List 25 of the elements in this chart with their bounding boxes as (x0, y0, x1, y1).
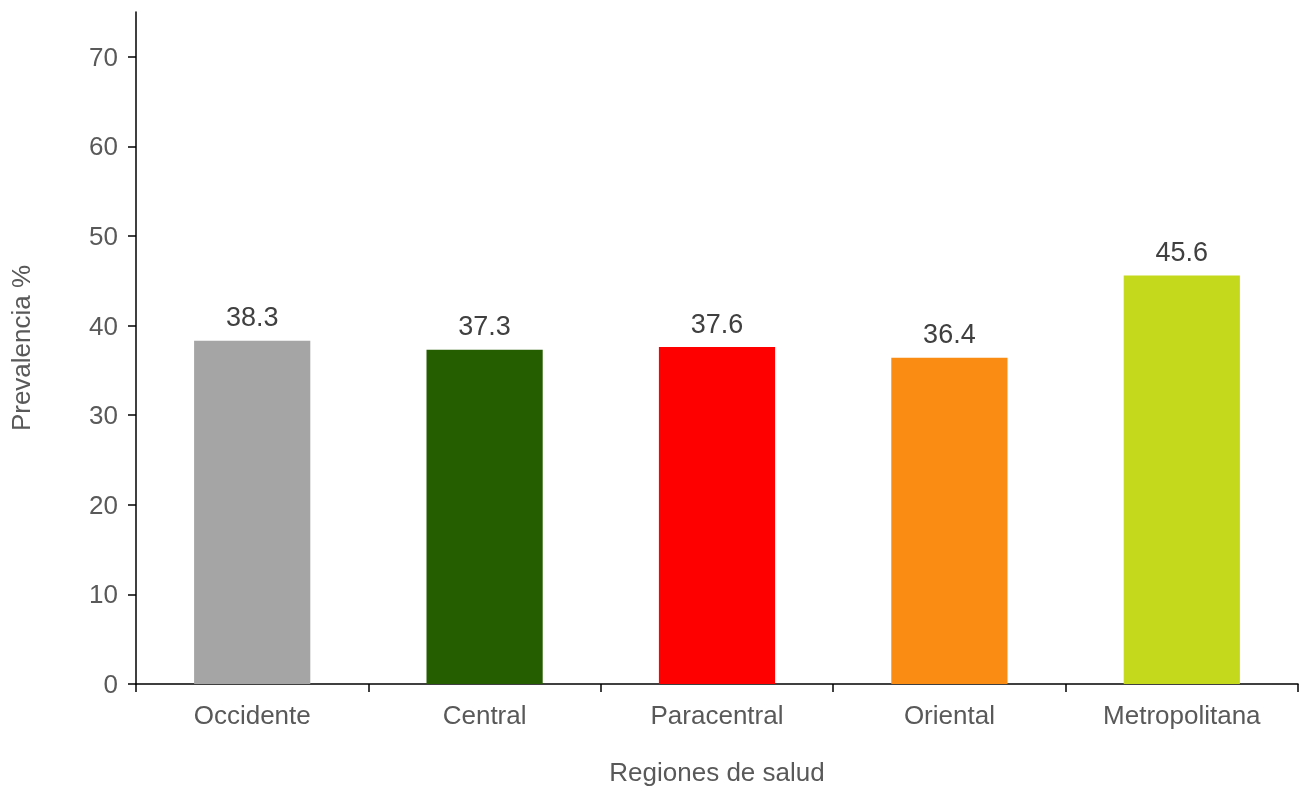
bar (658, 347, 776, 684)
data-label: 36.4 (923, 319, 976, 350)
x-tick-label: Metropolitana (1103, 700, 1262, 730)
bar (1123, 275, 1240, 684)
y-tick-label: 10 (89, 579, 118, 610)
data-label: 45.6 (1155, 236, 1209, 267)
x-tick-label: Occidente (193, 700, 311, 730)
y-tick-label: 0 (103, 669, 118, 699)
y-axis-title: Prevalencia % (6, 264, 36, 432)
x-tick-label: Central (442, 700, 527, 730)
bar (891, 357, 1008, 684)
y-tick-label: 60 (89, 131, 118, 162)
bar (194, 340, 311, 684)
y-tick-label: 30 (89, 400, 118, 431)
data-label: 37.3 (458, 311, 511, 342)
data-label: 37.6 (690, 308, 744, 339)
x-axis-title: Regiones de salud (609, 757, 825, 787)
x-tick-label: Paracentral (650, 700, 784, 730)
bar (426, 349, 543, 684)
y-tick-label: 40 (89, 310, 118, 341)
y-tick-label: 50 (89, 221, 118, 251)
y-tick-label: 20 (89, 489, 118, 520)
y-tick-label: 70 (89, 41, 118, 72)
data-label: 38.3 (225, 302, 279, 333)
x-tick-label: Oriental (903, 700, 995, 730)
